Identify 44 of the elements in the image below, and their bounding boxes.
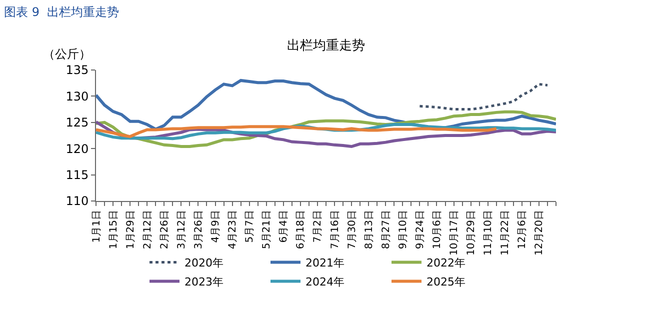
x-tick-label: 2月12日 xyxy=(142,210,154,250)
line-series xyxy=(96,125,498,138)
y-tick-label: 115 xyxy=(66,168,89,182)
x-tick-label: 10月29日 xyxy=(466,210,478,256)
y-tick-label: 110 xyxy=(66,194,89,208)
x-tick-label: 6月4日 xyxy=(278,210,290,243)
x-tick-label: 1月1日 xyxy=(91,210,102,243)
x-tick-label: 12月20日 xyxy=(534,210,546,256)
legend-label: 2024年 xyxy=(306,276,344,289)
y-tick-label: 135 xyxy=(66,63,89,78)
legend-label: 2021年 xyxy=(306,256,344,270)
legend-label: 2025年 xyxy=(426,276,466,289)
legend-label: 2020年 xyxy=(184,256,224,270)
y-tick-label: 120 xyxy=(66,142,89,156)
x-tick-label: 5月7日 xyxy=(244,210,256,243)
x-tick-label: 11月22日 xyxy=(500,210,512,256)
legend-label: 2022年 xyxy=(426,256,466,270)
x-tick-label: 10月6日 xyxy=(432,210,443,250)
x-tick-label: 3月26日 xyxy=(193,210,204,250)
x-tick-label: 7月2日 xyxy=(312,210,324,243)
x-tick-label: 4月9日 xyxy=(210,210,222,243)
x-tick-label: 8月13日 xyxy=(364,210,375,250)
chart-title: 出栏均重走势 xyxy=(287,38,365,54)
line-series xyxy=(418,82,549,111)
x-tick-label: 9月10日 xyxy=(398,210,409,250)
x-tick-label: 11月10日 xyxy=(483,210,494,256)
legend-label: 2023年 xyxy=(184,276,224,289)
x-tick-label: 6月18日 xyxy=(296,210,307,250)
x-tick-label: 1月29日 xyxy=(125,210,136,250)
y-axis-title: （公斤） xyxy=(43,47,91,61)
x-tick-label: 5月21日 xyxy=(262,210,273,250)
x-tick-label: 8月27日 xyxy=(380,210,392,250)
y-tick-label: 130 xyxy=(66,89,89,104)
x-tick-label: 4月23日 xyxy=(228,210,239,250)
x-tick-label: 7月16日 xyxy=(330,210,341,250)
x-tick-label: 2月26日 xyxy=(159,210,170,250)
text: 图表 9 出栏均重走势 xyxy=(4,5,120,19)
x-tick-label: 7月30日 xyxy=(346,210,358,250)
x-tick-label: 1月15日 xyxy=(108,210,120,250)
x-tick-label: 9月24日 xyxy=(414,210,426,250)
x-tick-label: 12月6日 xyxy=(517,210,528,250)
x-tick-label: 3月12日 xyxy=(176,210,188,250)
x-tick-label: 10月17日 xyxy=(449,210,460,256)
y-tick-label: 125 xyxy=(66,116,89,130)
